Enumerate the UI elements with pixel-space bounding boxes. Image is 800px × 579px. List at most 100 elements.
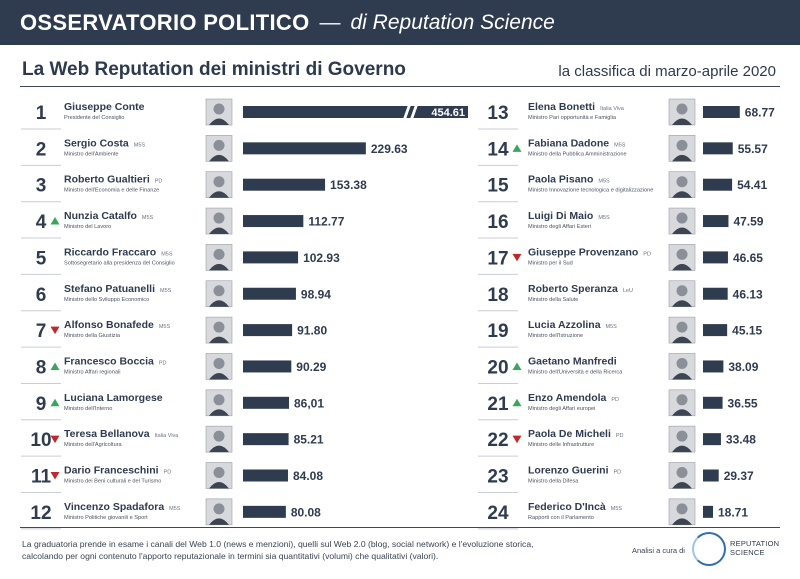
rank-23-photo-head-icon [676, 467, 688, 478]
rank-22-party: PD [616, 433, 624, 439]
rank-19-name: Lucia Azzolina [528, 319, 601, 331]
rank-1-name: Giuseppe Conte [64, 101, 145, 113]
rank-17-number: 17 [487, 248, 508, 269]
rank-16-party: M5S [598, 215, 610, 221]
rank-16-bar [703, 215, 729, 228]
rank-14-number: 14 [487, 139, 509, 160]
header-dash: — [319, 10, 341, 34]
rank-10-role: Ministro dell'Agricoltura [64, 442, 123, 448]
rank-15-bar [703, 178, 733, 191]
rank-13-photo-head-icon [676, 103, 688, 115]
rank-23-bar [703, 469, 719, 482]
rank-8-number: 8 [36, 357, 47, 378]
rank-7-party: M5S [159, 324, 171, 330]
rank-11-trend-down-icon [50, 472, 60, 480]
rank-14-role: Ministro della Pubblica Amministrazione [528, 151, 627, 157]
rank-13-photo-body-icon [672, 118, 692, 125]
rank-6-photo-body-icon [209, 300, 229, 307]
rank-10-photo-body-icon [209, 445, 229, 453]
rank-5-photo-body-icon [209, 263, 229, 271]
rank-23-party: PD [614, 470, 622, 476]
rank-18-party: LeU [623, 288, 633, 294]
rank-1-number: 1 [36, 103, 47, 124]
rank-5-bar [243, 251, 299, 264]
rank-14-party: M5S [614, 142, 626, 148]
rank-9-bar [243, 396, 290, 409]
rank-8-role: Ministro Affari regionali [64, 369, 120, 375]
rank-16-value: 47.59 [733, 215, 763, 229]
rank-15-role: Ministro Innovazione tecnologica e digit… [528, 188, 653, 194]
top-divider [20, 86, 780, 87]
rank-2-name: Sergio Costa [64, 137, 129, 149]
rank-8-value: 90.29 [296, 360, 326, 374]
rank-24-value: 18.71 [718, 505, 748, 519]
rank-16-number: 16 [487, 212, 508, 233]
rank-2-number: 2 [36, 139, 47, 160]
rank-21-role: Ministro degli Affari europei [528, 406, 595, 412]
rank-16-name: Luigi Di Maio [528, 210, 593, 222]
rank-15-party: M5S [598, 179, 610, 185]
rank-23-photo-body-icon [672, 482, 692, 489]
rank-3-bar [243, 178, 326, 191]
rank-18-value: 46.13 [733, 287, 763, 301]
rank-14-bar [703, 142, 733, 155]
rank-12-name: Vincenzo Spadafora [64, 501, 164, 513]
rank-20-trend-up-icon [512, 362, 522, 370]
rank-24-photo-head-icon [676, 503, 688, 515]
rank-20-photo-body-icon [672, 372, 692, 380]
rank-13-value: 68.77 [745, 106, 775, 120]
rank-7-name: Alfonso Bonafede [64, 319, 154, 331]
rank-3-photo-body-icon [209, 191, 229, 198]
rank-8-trend-up-icon [50, 362, 60, 370]
rank-12-party: M5S [169, 506, 181, 512]
footer-credit: Analisi a cura di [632, 546, 685, 555]
rank-17-party: PD [643, 251, 651, 257]
rank-14-value: 55.57 [738, 142, 768, 156]
rank-11-value: 84.08 [293, 469, 323, 483]
rank-4-party: M5S [142, 215, 154, 221]
rank-18-photo-head-icon [676, 285, 688, 297]
rank-16-photo-body-icon [672, 227, 692, 235]
rank-17-trend-down-icon [512, 253, 522, 262]
rank-4-name: Nunzia Catalfo [64, 210, 137, 222]
rank-7-photo-head-icon [213, 321, 225, 333]
rank-10-party: Italia Viva [155, 433, 180, 439]
rank-5-party: M5S [161, 251, 173, 257]
rank-18-bar [703, 287, 728, 300]
rank-19-photo-body-icon [672, 336, 692, 344]
rank-6-name: Stefano Patuanelli [64, 283, 155, 295]
rank-14-photo-head-icon [676, 139, 688, 151]
rank-16-photo-head-icon [676, 212, 688, 224]
rank-11-role: Ministro dei Beni culturali e del Turism… [64, 479, 161, 485]
rank-1-bar-break-b [410, 105, 418, 119]
rank-22-photo-body-icon [672, 445, 692, 453]
rank-17-role: Ministro per il Sud [528, 260, 573, 266]
rank-21-photo-body-icon [672, 409, 692, 416]
rank-22-trend-down-icon [512, 435, 522, 444]
rank-4-photo-body-icon [209, 227, 229, 235]
rank-19-number: 19 [487, 321, 508, 342]
rank-22-bar [703, 433, 721, 446]
rank-7-value: 91.80 [297, 324, 327, 338]
rank-20-number: 20 [487, 357, 508, 378]
rank-18-role: Ministro della Salute [528, 297, 578, 303]
rank-17-photo-head-icon [676, 248, 688, 260]
rank-23-name: Lorenzo Guerini [528, 465, 609, 477]
rank-7-photo-body-icon [209, 336, 229, 344]
rank-4-bar [243, 215, 304, 228]
rank-8-name: Francesco Boccia [64, 355, 154, 367]
rank-6-number: 6 [36, 285, 47, 306]
rank-4-trend-up-icon [50, 217, 60, 225]
rank-11-photo-body-icon [209, 482, 229, 489]
rank-1-photo-body-icon [209, 118, 229, 125]
rank-21-trend-up-icon [512, 398, 522, 407]
rank-18-number: 18 [487, 285, 508, 306]
logo-line-1: REPUTATION [730, 539, 780, 548]
rank-6-photo-head-icon [213, 285, 225, 297]
rank-3-name: Roberto Gualtieri [64, 174, 150, 186]
rank-22-number: 22 [487, 430, 508, 451]
rank-17-bar [703, 251, 728, 264]
rank-13-role: Ministro Pari opportunità e Famiglia [528, 115, 617, 121]
rank-17-photo-body-icon [672, 263, 692, 271]
rank-1-photo-head-icon [213, 103, 225, 115]
